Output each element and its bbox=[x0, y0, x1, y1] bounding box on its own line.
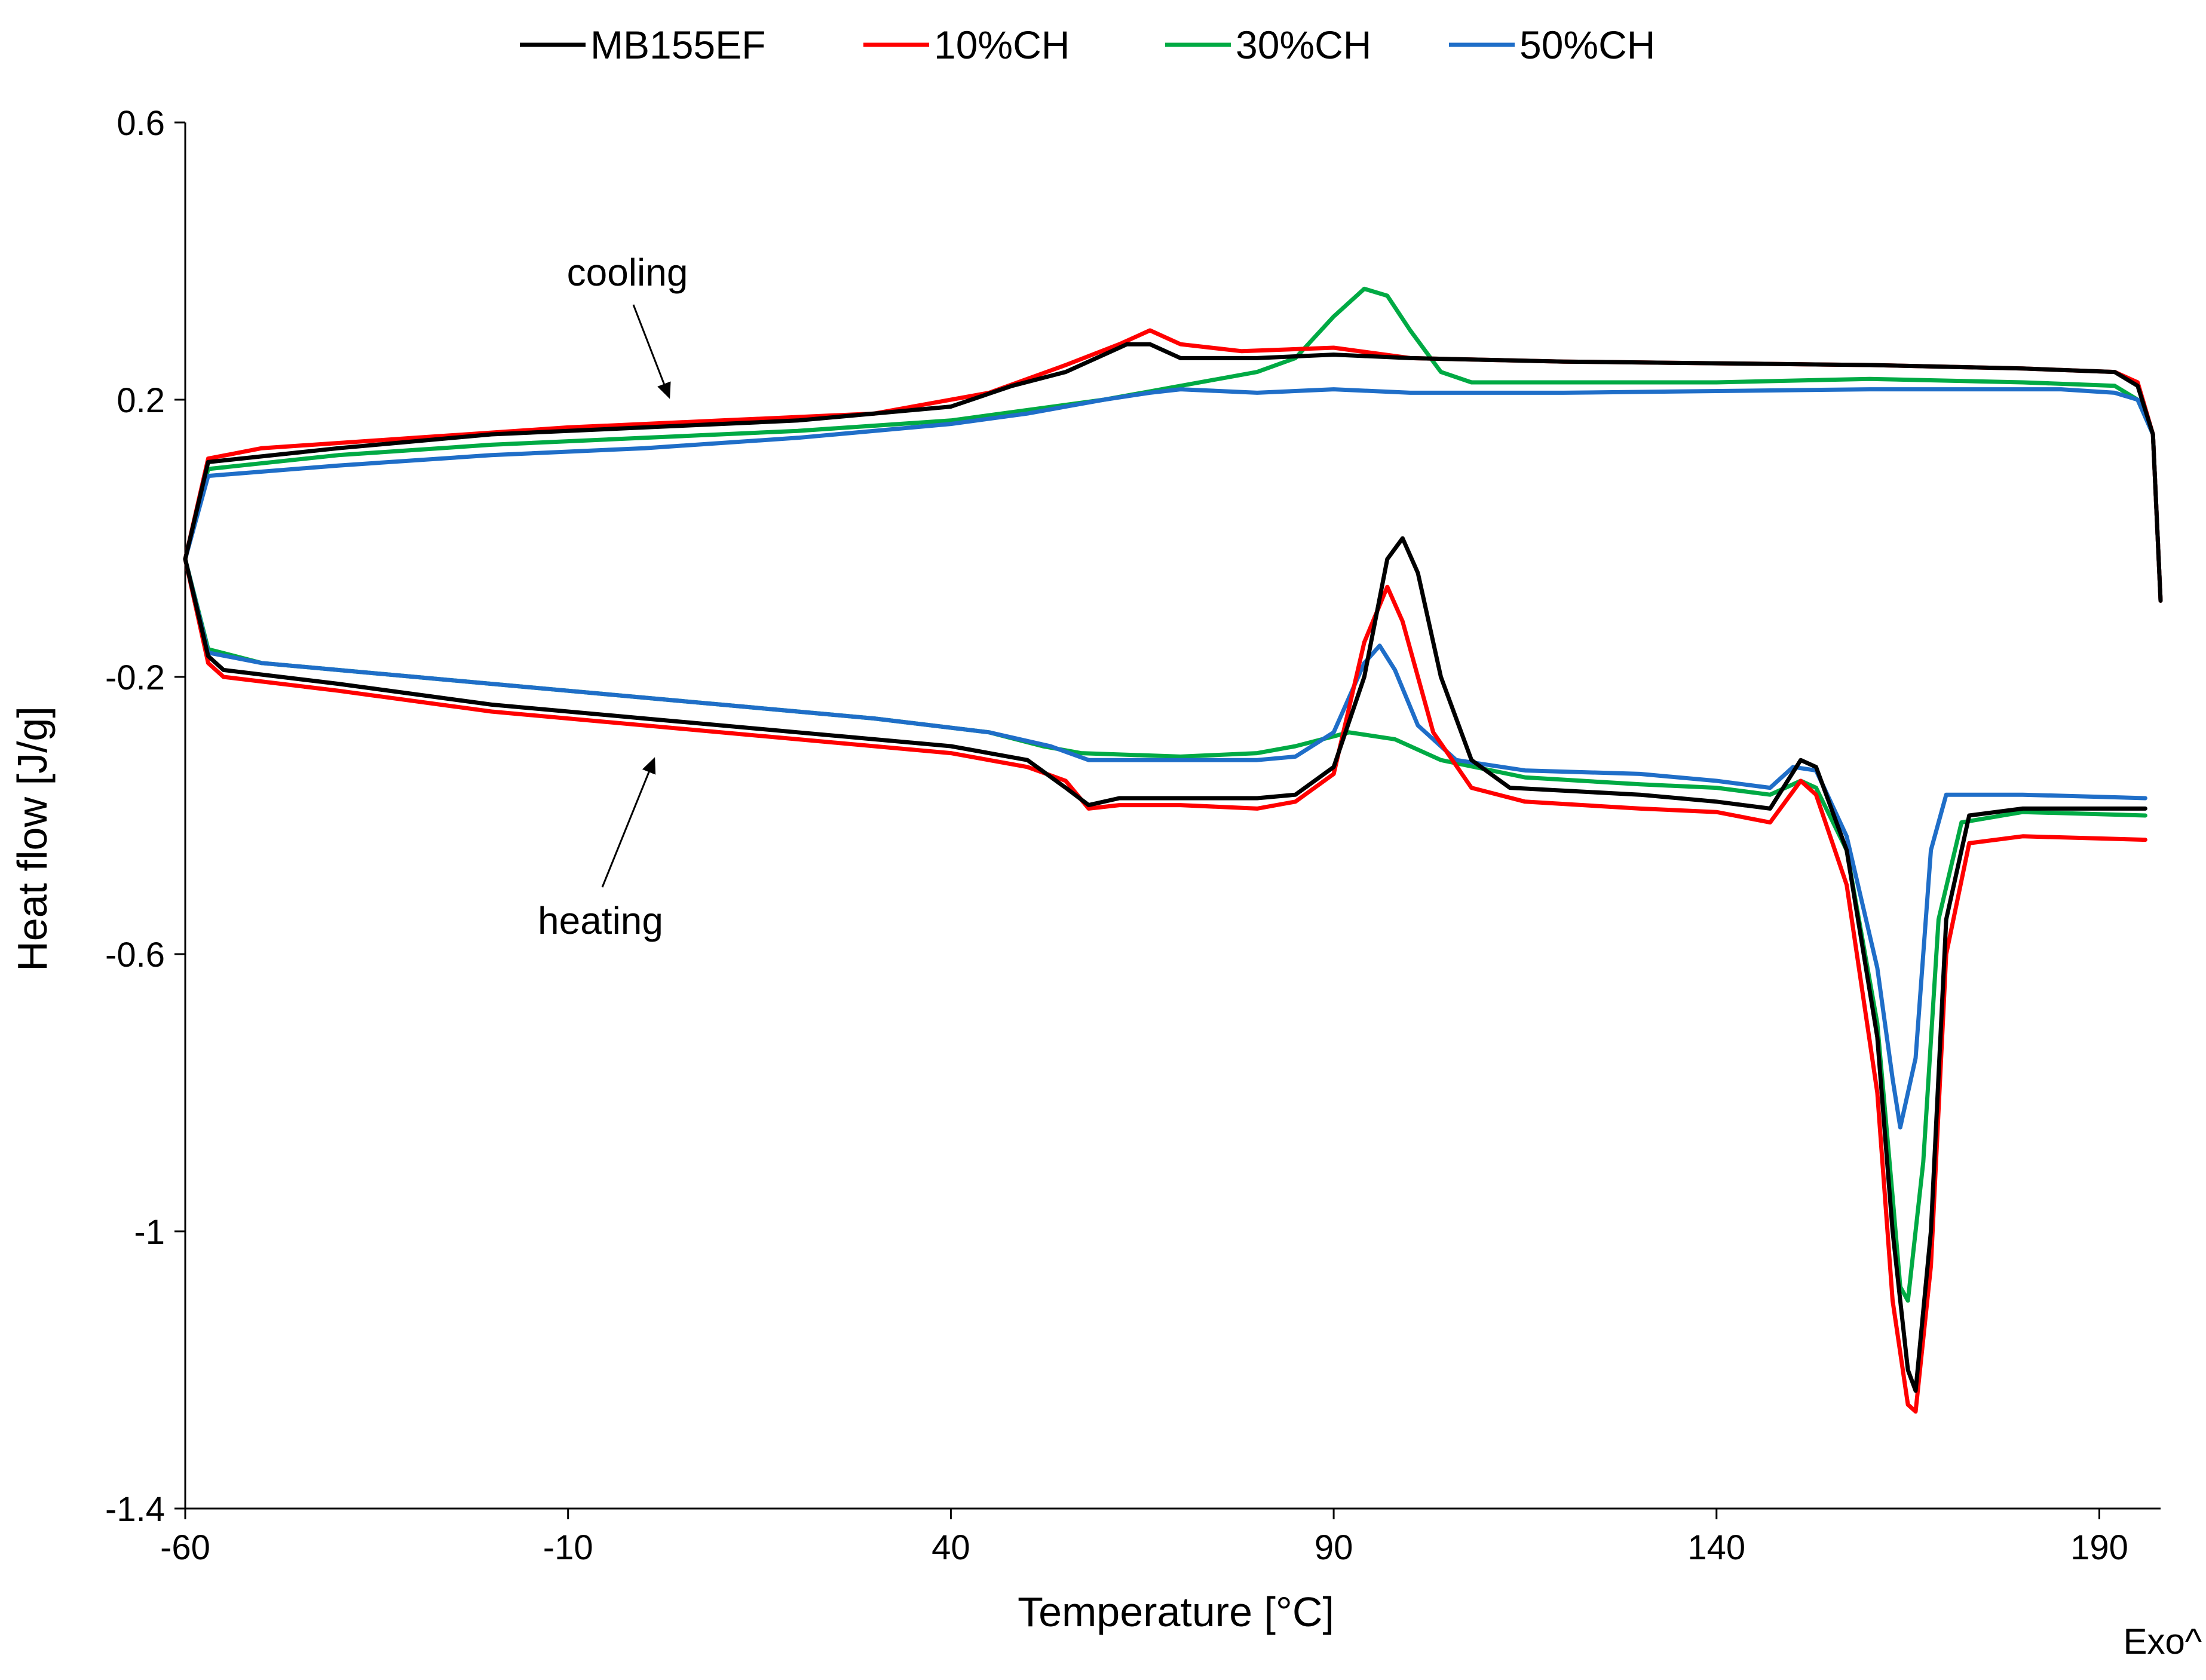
legend-label-50-ch: 50%CH bbox=[1519, 23, 1655, 67]
y-tick-label: 0.2 bbox=[117, 381, 165, 420]
y-tick-label: -0.2 bbox=[105, 658, 165, 697]
exo-note: Exo^ bbox=[2123, 1621, 2202, 1661]
annotation-cooling-label: cooling bbox=[567, 251, 688, 294]
axes: 0.6 0.2 -0.2 -0.6 -1 -1.4-60 -10 40 90 140 190 bbox=[105, 104, 2161, 1567]
y-axis-title: Heat flow [J/g] bbox=[9, 706, 56, 971]
series-50-ch-cooling-line bbox=[183, 387, 2163, 603]
x-axis-title: Temperature [°C] bbox=[1018, 1589, 1334, 1635]
x-tick-label: -10 bbox=[543, 1528, 593, 1567]
series-50-ch-heating-line bbox=[183, 557, 2147, 1130]
x-tick-label: 40 bbox=[932, 1528, 970, 1567]
series-mb155ef-cooling-line bbox=[183, 342, 2163, 603]
annotation-heating-arrow bbox=[601, 757, 656, 888]
x-tick-label: 190 bbox=[2070, 1528, 2128, 1567]
annotations: cooling heating bbox=[538, 251, 688, 942]
series-10-ch-heating-line bbox=[183, 557, 2147, 1414]
annotation-cooling-arrow bbox=[632, 304, 671, 399]
y-tick-label: -1.4 bbox=[105, 1490, 165, 1529]
x-tick-label: 90 bbox=[1315, 1528, 1353, 1567]
series-10-ch-cooling-line bbox=[183, 328, 2163, 603]
legend-label-mb155ef: MB155EF bbox=[590, 23, 765, 67]
x-tick-label: -60 bbox=[160, 1528, 210, 1567]
series-mb155ef-heating-line bbox=[183, 536, 2147, 1393]
y-tick-label: -0.6 bbox=[105, 936, 165, 974]
x-tick-label: 140 bbox=[1687, 1528, 1745, 1567]
series-30-ch-cooling-line bbox=[183, 286, 2163, 603]
legend-label-30-ch: 30%CH bbox=[1236, 23, 1371, 67]
legend: MB155EF 10%CH 30%CH 50%CH bbox=[520, 23, 1655, 67]
y-tick-label: 0.6 bbox=[117, 104, 165, 143]
legend-label-10-ch: 10%CH bbox=[934, 23, 1070, 67]
series-layer bbox=[183, 286, 2163, 1414]
annotation-heating-label: heating bbox=[538, 899, 663, 942]
y-tick-label: -1 bbox=[134, 1213, 165, 1252]
